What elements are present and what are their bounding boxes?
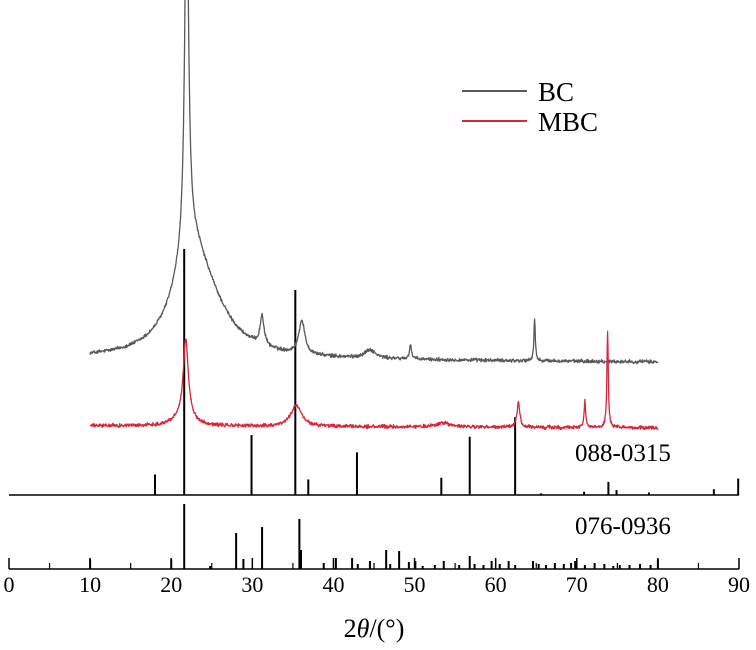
ref-lower-label: 076-0936 <box>575 513 671 540</box>
x-tick-label-70: 70 <box>566 572 588 597</box>
series-bc <box>89 0 659 365</box>
reference-pattern-lower <box>89 504 659 569</box>
legend-label-mbc: MBC <box>538 107 598 137</box>
x-tick-label-90: 90 <box>728 572 750 597</box>
x-tick-label-20: 20 <box>160 572 182 597</box>
x-tick-label-40: 40 <box>322 572 344 597</box>
series-layer <box>89 0 659 431</box>
ref-upper-label: 088-0315 <box>575 440 671 467</box>
x-tick-label-80: 80 <box>647 572 669 597</box>
reference-pattern-upper <box>154 249 740 495</box>
x-tick-label-50: 50 <box>404 572 426 597</box>
x-axis-title-prefix: 2 <box>344 614 357 643</box>
x-axis-title-theta: θ <box>357 614 370 643</box>
x-ticks: 0 10 20 30 40 50 60 70 80 90 <box>4 558 750 597</box>
legend-label-bc: BC <box>538 77 574 107</box>
x-tick-label-10: 10 <box>79 572 101 597</box>
series-mbc <box>89 330 659 431</box>
legend: BC MBC <box>462 77 598 137</box>
x-tick-label-0: 0 <box>4 572 15 597</box>
x-tick-label-60: 60 <box>485 572 507 597</box>
x-axis-title-suffix: /(°) <box>369 614 404 643</box>
x-tick-label-30: 30 <box>241 572 263 597</box>
x-axis-title: 2θ/(°) <box>344 614 405 643</box>
